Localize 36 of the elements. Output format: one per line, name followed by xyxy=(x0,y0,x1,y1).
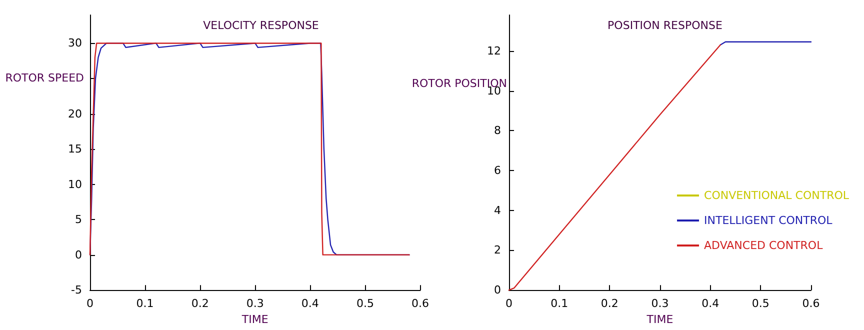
x-tick-label: 0.1 xyxy=(136,297,154,310)
x-tick-label: 0 xyxy=(86,297,94,310)
y-tick-label: 4 xyxy=(494,204,501,217)
chart-title: POSITION RESPONSE xyxy=(608,19,722,32)
chart-title: VELOCITY RESPONSE xyxy=(203,19,319,32)
x-tick-label: 0.6 xyxy=(412,297,430,310)
x-tick-label: 0.4 xyxy=(301,297,319,310)
y-tick-label: 8 xyxy=(494,124,501,138)
legend-label: CONVENTIONAL CONTROL xyxy=(704,189,850,202)
y-tick-label: 30 xyxy=(68,36,82,50)
x-axis-title: TIME xyxy=(646,313,674,326)
x-tick-label: 0.3 xyxy=(246,297,264,310)
x-tick-label: 0.5 xyxy=(752,297,770,310)
y-tick-label: 15 xyxy=(68,142,82,156)
y-axis-title: ROTOR SPEED xyxy=(5,71,84,84)
y-tick-label: 2 xyxy=(494,244,501,257)
x-tick-label: 0.6 xyxy=(802,297,820,310)
legend-label: ADVANCED CONTROL xyxy=(704,239,824,252)
x-tick-label: 0.4 xyxy=(702,297,720,310)
x-tick-label: 0.5 xyxy=(356,297,374,310)
x-tick-label: 0 xyxy=(506,297,512,310)
y-tick-label: 10 xyxy=(68,178,82,191)
x-tick-label: 0.3 xyxy=(651,297,669,310)
y-tick-label: 12 xyxy=(487,44,501,58)
y-tick-label: 0 xyxy=(494,284,501,297)
y-tick-label: 6 xyxy=(494,164,501,177)
x-tick-label: 0.2 xyxy=(191,297,209,310)
x-tick-label: 0.2 xyxy=(600,297,618,310)
x-axis-title: TIME xyxy=(240,313,268,326)
y-tick-label: 5 xyxy=(75,213,82,226)
x-tick-label: 0.1 xyxy=(550,297,568,310)
line-series xyxy=(89,42,410,256)
y-tick-label: -5 xyxy=(71,284,82,297)
y-tick-label: 20 xyxy=(68,107,82,120)
legend-label: INTELLIGENT CONTROL xyxy=(704,214,834,227)
y-tick-label: 0 xyxy=(75,248,82,262)
